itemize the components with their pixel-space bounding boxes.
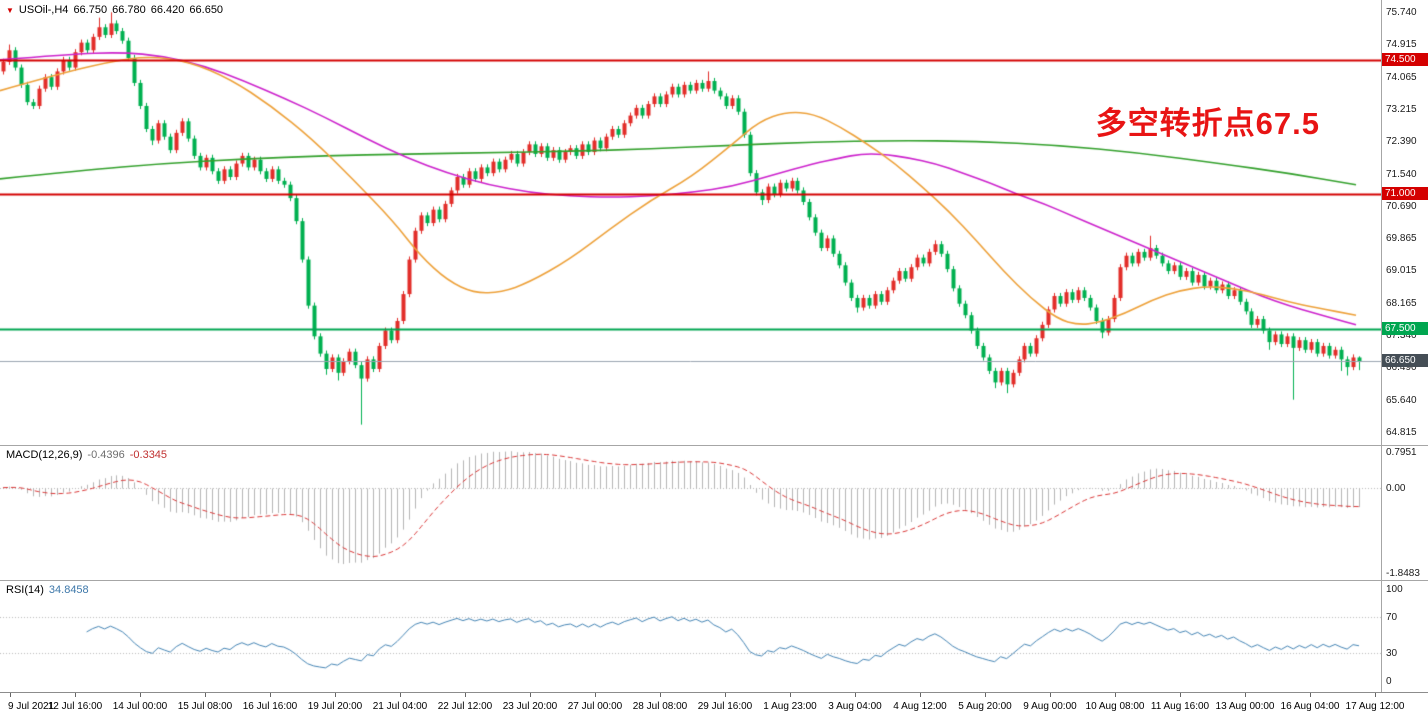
time-axis-tick bbox=[725, 693, 726, 697]
time-axis-label: 13 Aug 00:00 bbox=[1215, 701, 1275, 712]
time-axis-label: 22 Jul 12:00 bbox=[437, 701, 493, 712]
time-axis-label: 16 Aug 04:00 bbox=[1280, 701, 1340, 712]
price-axis-label: 65.640 bbox=[1386, 395, 1417, 407]
macd-axis-label: -1.8483 bbox=[1386, 568, 1420, 579]
time-axis-label: 27 Jul 00:00 bbox=[567, 701, 623, 712]
panel-separator[interactable] bbox=[0, 580, 1428, 581]
rsi-panel: RSI(14) 34.8458 100 70 30 0 bbox=[0, 581, 1428, 692]
price-tag: 74.500 bbox=[1382, 52, 1428, 66]
time-axis-tick bbox=[595, 693, 596, 697]
trend-annotation: 多空转折点67.5 bbox=[1095, 106, 1320, 141]
panel-separator[interactable] bbox=[0, 445, 1428, 446]
time-axis-tick bbox=[1115, 693, 1116, 697]
time-axis-label: 14 Jul 00:00 bbox=[112, 701, 168, 712]
macd-title: MACD(12,26,9) bbox=[6, 449, 83, 461]
price-axis-label: 68.165 bbox=[1386, 298, 1417, 310]
symbol-timeframe-label: USOil-,H4 bbox=[18, 4, 69, 16]
time-axis-separator bbox=[0, 692, 1428, 693]
price-axis: 75.740 74.915 74.065 73.215 72.390 71.540 70.6… bbox=[1381, 0, 1428, 445]
time-axis-tick bbox=[530, 693, 531, 697]
time-axis-label: 21 Jul 04:00 bbox=[372, 701, 428, 712]
time-axis-tick bbox=[1180, 693, 1181, 697]
macd-axis: 0.7951 0.00 -1.8483 bbox=[1381, 446, 1428, 580]
time-axis-label: 9 Aug 00:00 bbox=[1023, 701, 1077, 712]
time-axis-tick bbox=[400, 693, 401, 697]
price-axis-label: 71.540 bbox=[1386, 168, 1417, 180]
sell-marker-icon: ▼ bbox=[6, 5, 14, 15]
time-axis-tick bbox=[920, 693, 921, 697]
time-axis-label: 15 Jul 08:00 bbox=[177, 701, 233, 712]
time-axis-label: 19 Jul 20:00 bbox=[307, 701, 363, 712]
time-axis-tick bbox=[75, 693, 76, 697]
price-axis-label: 67.340 bbox=[1386, 329, 1417, 341]
macd-canvas[interactable] bbox=[0, 446, 1381, 580]
price-axis-label: 73.215 bbox=[1386, 104, 1417, 116]
time-axis-label: 23 Jul 20:00 bbox=[502, 701, 558, 712]
macd-main-value: -0.4396 bbox=[87, 449, 125, 461]
price-chart-panel: ▼ USOil-,H4 66.750 66.780 66.420 66.650 … bbox=[0, 0, 1428, 445]
time-axis-tick bbox=[1375, 693, 1376, 697]
time-axis: 9 Jul 2021 12 Jul 16:00 14 Jul 00:00 15 Jul… bbox=[0, 693, 1428, 724]
time-axis-tick bbox=[985, 693, 986, 697]
time-axis-tick bbox=[270, 693, 271, 697]
time-axis-label: 29 Jul 16:00 bbox=[697, 701, 753, 712]
macd-header: MACD(12,26,9) -0.4396 -0.3345 bbox=[6, 449, 167, 461]
time-axis-tick bbox=[335, 693, 336, 697]
time-axis-tick bbox=[140, 693, 141, 697]
rsi-axis-label: 0 bbox=[1386, 676, 1392, 687]
price-tag: 71.000 bbox=[1382, 187, 1428, 201]
rsi-axis-label: 30 bbox=[1386, 648, 1398, 660]
macd-signal-value: -0.3345 bbox=[129, 449, 168, 461]
ohlc-high: 66.780 bbox=[112, 4, 146, 16]
time-axis-label: 16 Jul 16:00 bbox=[242, 701, 298, 712]
time-axis-tick bbox=[1245, 693, 1246, 697]
time-axis-tick bbox=[790, 693, 791, 697]
price-axis-label: 64.815 bbox=[1386, 426, 1417, 438]
time-axis-label: 1 Aug 23:00 bbox=[763, 701, 817, 712]
time-axis-label: 5 Aug 20:00 bbox=[958, 701, 1012, 712]
macd-panel: MACD(12,26,9) -0.4396 -0.3345 0.7951 0.00… bbox=[0, 446, 1428, 580]
rsi-title: RSI(14) bbox=[6, 584, 44, 596]
macd-axis-label: 0.7951 bbox=[1386, 447, 1417, 458]
rsi-value: 34.8458 bbox=[48, 584, 89, 596]
ohlc-low: 66.420 bbox=[150, 4, 185, 16]
time-axis-tick bbox=[205, 693, 206, 697]
time-axis-label: 11 Aug 16:00 bbox=[1150, 701, 1210, 712]
time-axis-label: 4 Aug 12:00 bbox=[893, 701, 947, 712]
price-tag: 66.650 bbox=[1382, 354, 1428, 368]
price-tag: 67.500 bbox=[1382, 321, 1428, 335]
price-axis-label: 69.015 bbox=[1386, 265, 1417, 277]
rsi-axis: 100 70 30 0 bbox=[1381, 581, 1428, 692]
time-axis-tick bbox=[465, 693, 466, 697]
chart-header: ▼ USOil-,H4 66.750 66.780 66.420 66.650 bbox=[6, 4, 223, 16]
time-axis-label: 3 Aug 04:00 bbox=[828, 701, 882, 712]
price-axis-label: 69.865 bbox=[1386, 232, 1417, 244]
price-axis-label: 74.915 bbox=[1386, 38, 1417, 50]
price-axis-label: 70.690 bbox=[1386, 201, 1417, 213]
time-axis-tick bbox=[660, 693, 661, 697]
rsi-header: RSI(14) 34.8458 bbox=[6, 584, 89, 596]
price-axis-label: 75.740 bbox=[1386, 7, 1417, 19]
time-axis-label: 10 Aug 08:00 bbox=[1085, 701, 1145, 712]
rsi-axis-label: 100 bbox=[1386, 584, 1403, 595]
time-axis-label: 17 Aug 12:00 bbox=[1345, 701, 1405, 712]
time-axis-label: 28 Jul 08:00 bbox=[632, 701, 688, 712]
time-axis-tick bbox=[1310, 693, 1311, 697]
price-axis-label: 66.490 bbox=[1386, 362, 1417, 374]
price-axis-label: 72.390 bbox=[1386, 135, 1417, 147]
ohlc-close: 66.650 bbox=[189, 4, 224, 16]
rsi-axis-label: 70 bbox=[1386, 611, 1398, 623]
time-axis-tick bbox=[855, 693, 856, 697]
price-axis-label: 74.065 bbox=[1386, 71, 1417, 83]
price-chart-canvas[interactable] bbox=[0, 0, 1381, 445]
time-axis-label: 9 Jul 2021 bbox=[8, 701, 55, 712]
macd-axis-label: 0.00 bbox=[1386, 482, 1406, 494]
time-axis-label: 12 Jul 16:00 bbox=[47, 701, 103, 712]
time-axis-tick bbox=[1050, 693, 1051, 697]
rsi-canvas[interactable] bbox=[0, 581, 1381, 692]
ohlc-open: 66.750 bbox=[73, 4, 108, 16]
time-axis-tick bbox=[10, 693, 11, 697]
